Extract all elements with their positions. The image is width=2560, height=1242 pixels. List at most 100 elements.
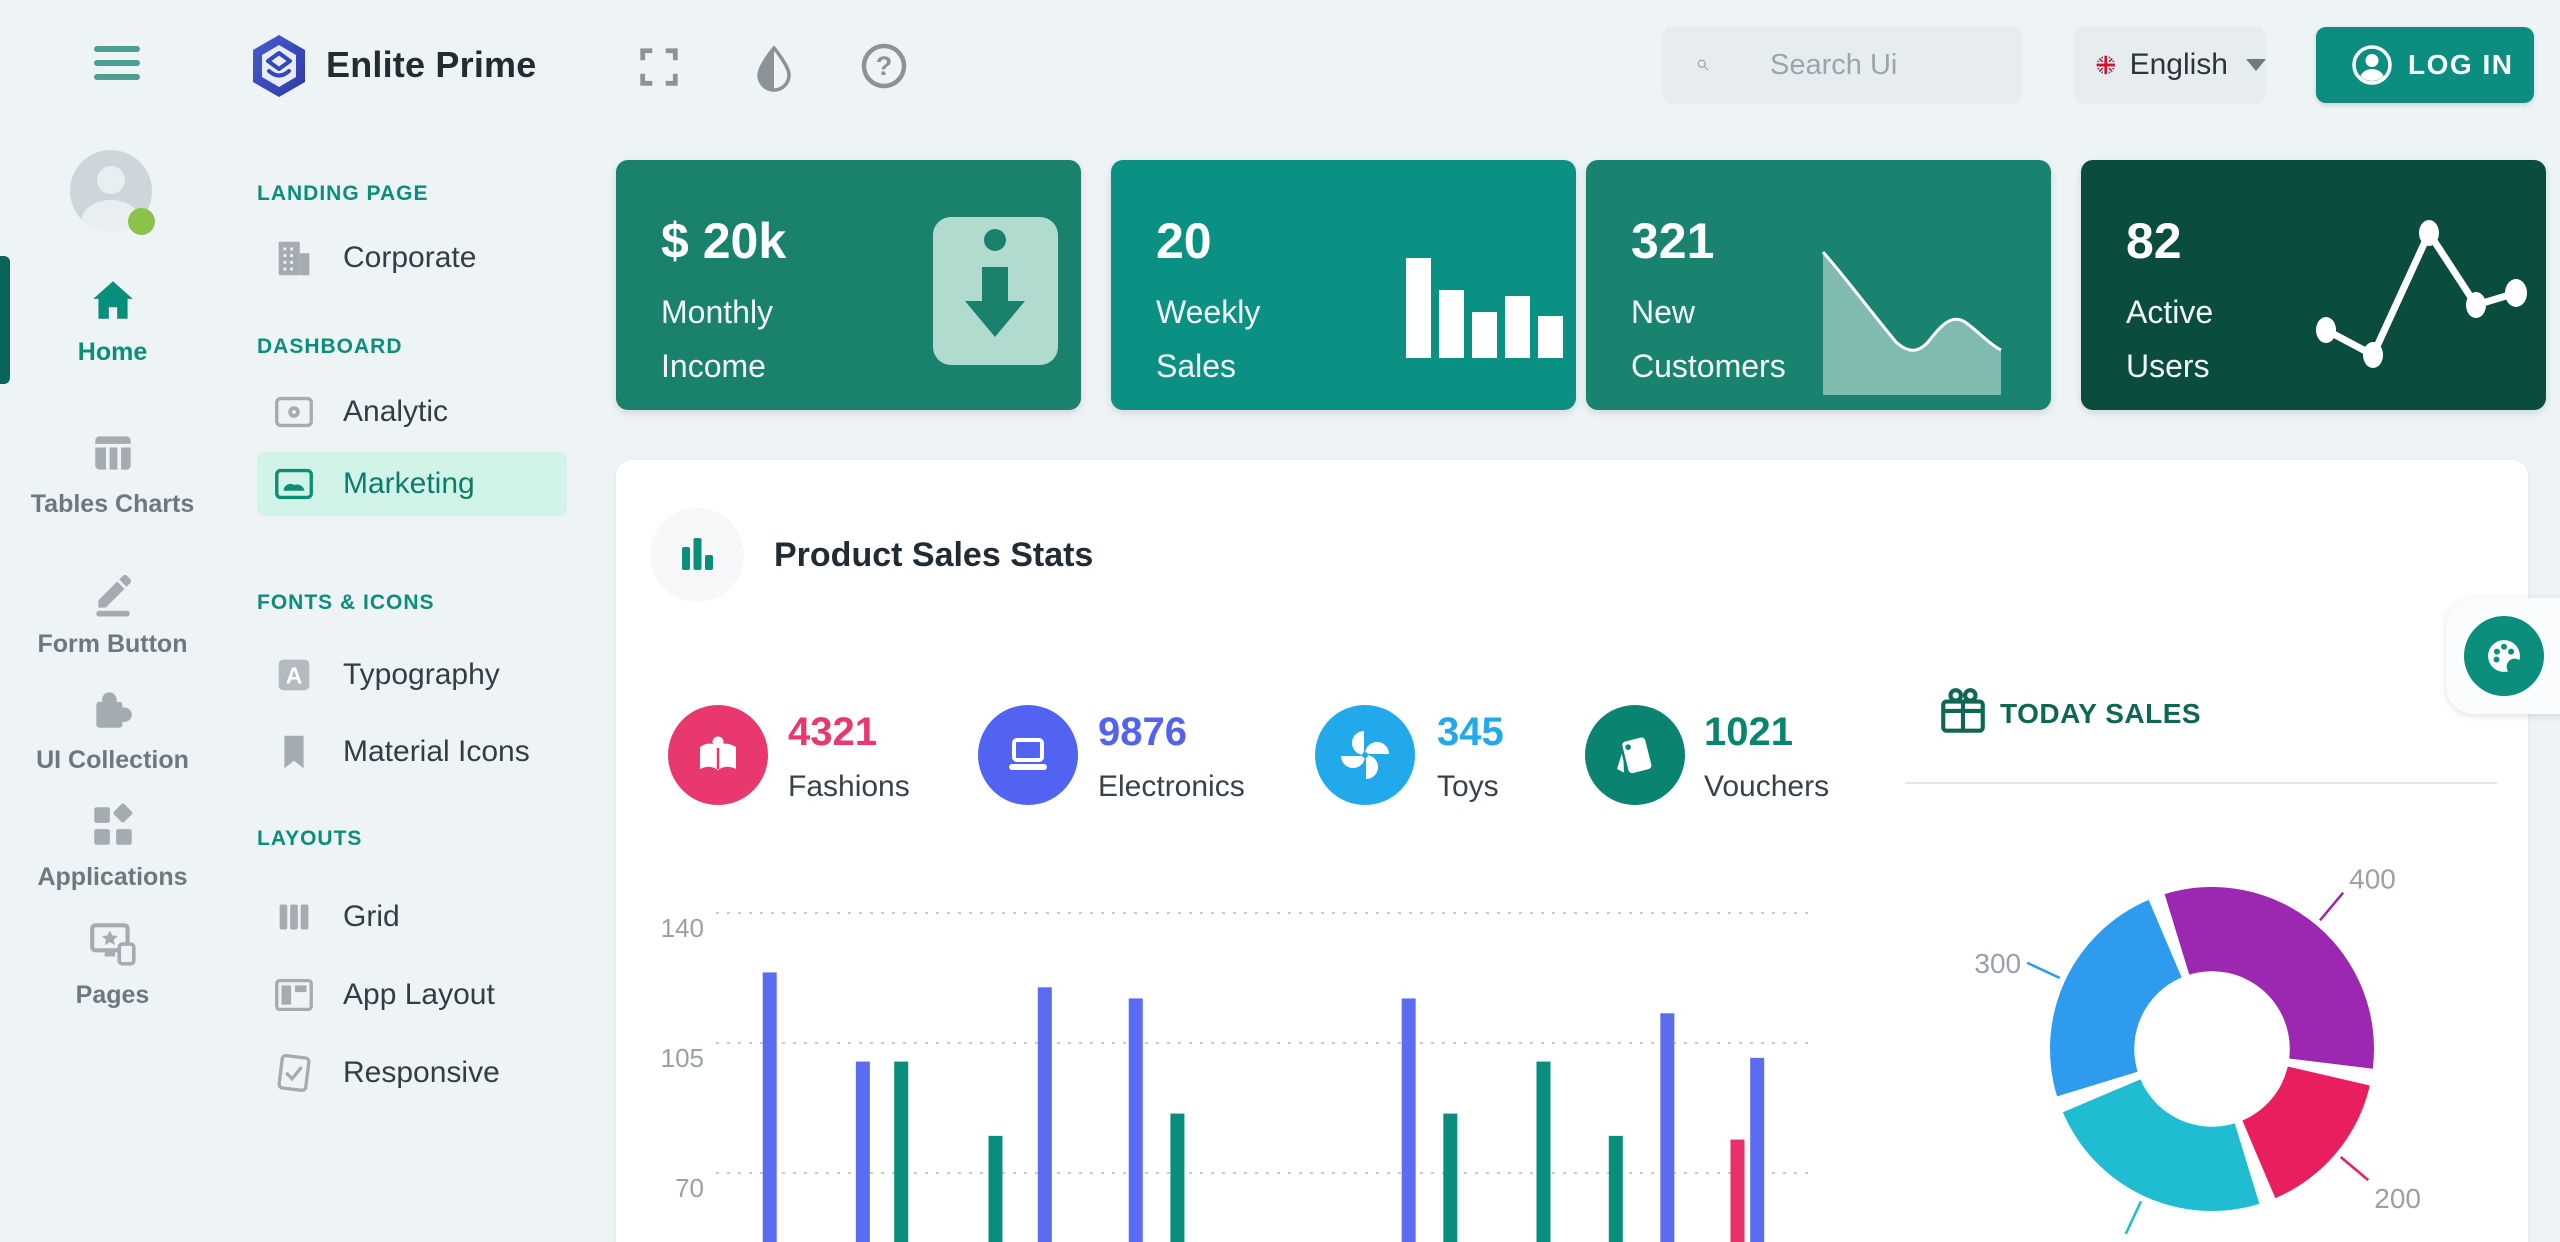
stat-label-toys: Toys: [1437, 770, 1499, 803]
card-label: Sales: [1156, 348, 1237, 384]
menu-item-label: Responsive: [343, 1056, 500, 1089]
stat-circle-electronics: [978, 705, 1078, 805]
bookmark-icon: [284, 735, 304, 769]
rail-item-pages[interactable]: Pages: [0, 917, 225, 1010]
search-icon: [1697, 59, 1709, 71]
panel-title: Product Sales Stats: [774, 536, 1094, 574]
stat-circle-fashions: [668, 705, 768, 805]
menu-section-landing-page: LANDING PAGE: [257, 182, 429, 205]
menu-item-corporate[interactable]: Corporate: [257, 226, 567, 290]
app-title: Enlite Prime: [326, 44, 537, 85]
theme-customizer-handle[interactable]: [2446, 598, 2560, 714]
bar-chart-icon: [682, 538, 713, 570]
language-label: English: [2129, 48, 2228, 81]
menu-item-label: Marketing: [343, 467, 475, 500]
pinwheel-icon: [1341, 731, 1389, 779]
rail-item-home[interactable]: Home: [0, 276, 225, 367]
gift-icon: [1938, 686, 1988, 738]
bar-teal: [988, 1135, 1003, 1242]
download-tag-icon: [933, 217, 1058, 365]
palette-icon: [2488, 640, 2523, 675]
mini-area-chart: [1821, 251, 2002, 395]
card-monthly-income[interactable]: $ 20k Monthly Income: [616, 160, 1081, 410]
rail-label: UI Collection: [36, 746, 189, 774]
svg-text:?: ?: [876, 51, 893, 81]
table-icon: [94, 436, 131, 470]
building-icon: [278, 241, 310, 276]
svg-text:70: 70: [675, 1173, 704, 1203]
palette-button[interactable]: [2464, 616, 2544, 696]
search-input[interactable]: [1768, 47, 2022, 83]
bar-teal: [1536, 1061, 1551, 1242]
divider: [1905, 782, 2497, 784]
menu-item-typography[interactable]: A Typography: [257, 643, 567, 707]
home-icon: [92, 281, 133, 319]
help-icon[interactable]: ?: [860, 42, 907, 89]
bar-blue: [762, 972, 777, 1242]
puzzle-icon: [95, 692, 132, 728]
menu-item-label: Corporate: [343, 241, 477, 274]
font-icon: A: [278, 659, 310, 691]
rail-label: Tables Charts: [30, 490, 195, 518]
image-icon: [275, 468, 313, 500]
menu-item-app-layout[interactable]: App Layout: [257, 963, 567, 1027]
laptop-icon: [1009, 738, 1047, 770]
menu-item-responsive[interactable]: Responsive: [257, 1041, 567, 1105]
stat-label-fashions: Fashions: [788, 770, 910, 803]
rail-item-form-button[interactable]: Form Button: [0, 568, 225, 659]
donut-label: 200: [2374, 1183, 2421, 1214]
menu-item-material-icons[interactable]: Material Icons: [257, 720, 567, 784]
rail-label: Applications: [37, 863, 188, 891]
analytics-icon: [275, 396, 313, 428]
menu-icon[interactable]: [94, 46, 140, 84]
today-sales-donut-chart: 400 200 300 300: [1974, 864, 2421, 1242]
card-new-customers[interactable]: 321 New Customers: [1586, 160, 2051, 410]
donut-segment: [2164, 887, 2374, 1069]
logo-hexagon-icon: [253, 35, 305, 97]
menu-item-analytic[interactable]: Analytic: [257, 380, 567, 444]
menu-item-label: Grid: [343, 900, 400, 933]
rail-item-tables-charts[interactable]: Tables Charts: [0, 428, 225, 519]
devices-star-icon: [89, 923, 136, 966]
account-icon: [2352, 45, 2392, 85]
donut-segment: [2242, 1066, 2370, 1199]
rail-item-applications[interactable]: Applications: [0, 801, 225, 892]
stat-label-electronics: Electronics: [1098, 770, 1245, 803]
panel-charts-canvas: 140 105 70 400 200 300 300: [661, 864, 2421, 1242]
donut-label: 300: [1974, 948, 2021, 979]
search-box[interactable]: [1662, 26, 2022, 104]
today-sales-title: TODAY SALES: [2000, 698, 2202, 729]
cards-icon: [1617, 734, 1654, 776]
card-label: Monthly: [661, 294, 774, 330]
fullscreen-icon[interactable]: [636, 44, 682, 90]
stat-value-vouchers: 1021: [1704, 710, 1793, 754]
menu-item-grid[interactable]: Grid: [257, 885, 567, 949]
apps-icon: [93, 803, 132, 845]
stat-value-fashions: 4321: [788, 710, 877, 754]
menu-section-layouts: LAYOUTS: [257, 827, 363, 850]
card-label: Income: [661, 348, 766, 384]
mini-line-chart: [2316, 220, 2527, 368]
active-rail-indicator: [0, 256, 10, 384]
login-label: LOG IN: [2408, 49, 2514, 80]
responsive-icon: [277, 1053, 311, 1093]
contrast-icon[interactable]: [752, 44, 798, 92]
card-value: $ 20k: [661, 213, 787, 269]
app-logo: [248, 33, 310, 99]
rail-item-ui-collection[interactable]: UI Collection: [0, 684, 225, 775]
bar-blue: [1660, 1013, 1675, 1242]
login-button[interactable]: LOG IN: [2316, 27, 2534, 103]
stat-circle-vouchers: [1585, 705, 1685, 805]
card-label: Active: [2126, 294, 2214, 330]
menu-item-marketing[interactable]: Marketing: [257, 452, 567, 516]
rail-label: Pages: [75, 981, 150, 1009]
bar-teal: [1608, 1135, 1623, 1242]
donut-label: 400: [2349, 864, 2396, 895]
menu-item-label: Analytic: [343, 395, 449, 428]
bar-blue: [1128, 998, 1143, 1242]
pencil-icon: [95, 574, 131, 617]
card-active-users[interactable]: 82 Active Users: [2081, 160, 2546, 410]
language-select[interactable]: English: [2074, 26, 2266, 104]
card-weekly-sales[interactable]: 20 Weekly Sales: [1111, 160, 1576, 410]
card-value: 82: [2126, 213, 2182, 269]
